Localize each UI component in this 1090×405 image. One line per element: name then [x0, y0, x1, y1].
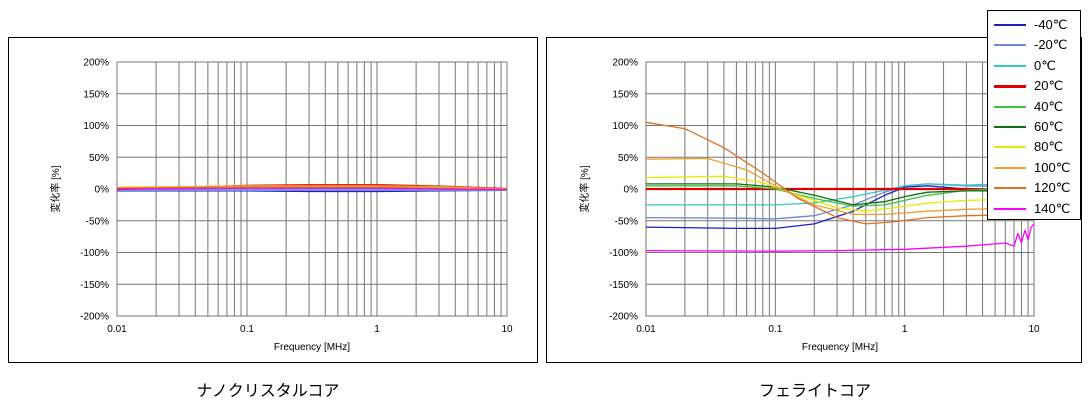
- x-tick-label: 0.01: [636, 324, 656, 335]
- legend-item: -40℃: [994, 15, 1067, 35]
- legend-swatch: [994, 24, 1026, 26]
- series-line-120c: [645, 121, 1035, 225]
- y-tick-label: -100%: [609, 248, 638, 259]
- series-line-60c: [646, 183, 1034, 206]
- legend-label: -20℃: [1034, 37, 1068, 53]
- y-tick-label: 150%: [612, 89, 638, 100]
- legend-item: -20℃: [994, 35, 1067, 55]
- x-tick-label: 1: [902, 324, 908, 335]
- legend-label: 80℃: [1034, 139, 1064, 155]
- series-line: [116, 187, 508, 191]
- legend-swatch: [994, 187, 1026, 190]
- y-tick-label: -150%: [609, 280, 638, 291]
- legend-swatch: [994, 84, 1026, 88]
- legend-swatch: [994, 64, 1026, 67]
- legend-swatch: [994, 105, 1026, 108]
- x-axis-title: Frequency [MHz]: [802, 342, 878, 353]
- y-tick-label: 0%: [624, 185, 639, 196]
- series-line-80c: [645, 175, 1035, 212]
- y-tick-label: 150%: [83, 89, 109, 100]
- legend-swatch: [994, 207, 1026, 210]
- legend-item: 0℃: [994, 56, 1056, 76]
- y-tick-label: -100%: [80, 248, 109, 259]
- legend-item: 60℃: [994, 117, 1063, 137]
- chart-ferrite-core: 0.01 0.1 1 10 200% 150% 100% 50% 0% -50% -100% -150…: [578, 58, 1040, 354]
- y-tick-label: 50%: [89, 153, 109, 164]
- legend-swatch: [994, 166, 1026, 169]
- x-tick-label: 0.01: [107, 324, 127, 335]
- legend-label: 20℃: [1034, 78, 1064, 94]
- legend-swatch: [994, 44, 1026, 47]
- legend-item: 20℃: [994, 76, 1063, 96]
- caption-nanocrystal-core: ナノクリスタルコア: [196, 381, 340, 400]
- y-axis-title: 変化率 [%]: [578, 165, 591, 212]
- x-tick-label: 1: [374, 324, 380, 335]
- series-line: [116, 185, 508, 190]
- legend-label: 0℃: [1034, 57, 1056, 73]
- legend-swatch: [994, 126, 1026, 128]
- series-line-100c: [645, 157, 1035, 216]
- y-tick-label: -50%: [86, 216, 109, 227]
- legend-label: -40℃: [1034, 17, 1068, 32]
- y-axis-title: 変化率 [%]: [49, 165, 62, 212]
- legend-item: 80℃: [994, 137, 1063, 157]
- y-tick-label: -200%: [80, 312, 109, 323]
- y-tick-label: -200%: [609, 312, 638, 323]
- y-tick-label: 100%: [612, 121, 638, 132]
- legend-label: 100℃: [1034, 159, 1071, 175]
- series-line-0c: [646, 181, 1035, 206]
- y-tick-label: 50%: [618, 153, 638, 164]
- x-axis-title: Frequency [MHz]: [274, 342, 350, 353]
- caption-ferrite-core: フェライトコア: [758, 381, 871, 400]
- y-tick-label: 0%: [95, 185, 110, 196]
- legend-label: 40℃: [1034, 98, 1064, 114]
- x-tick-label: 10: [501, 324, 513, 335]
- y-tick-label: 200%: [83, 58, 109, 69]
- legend-item: 40℃: [994, 97, 1063, 117]
- y-tick-label: 200%: [612, 58, 638, 69]
- legend-label: 60℃: [1034, 119, 1064, 134]
- x-tick-label: 10: [1028, 324, 1040, 335]
- legend-item: 100℃: [994, 158, 1070, 178]
- chart-nanocrystal-core: 0.01 0.1 1 10 200% 150% 100% 50% 0% -50% -100% -150…: [49, 58, 513, 354]
- y-tick-label: -150%: [80, 280, 109, 291]
- chart-panel-nanocrystal: 0.01 0.1 1 10 200% 150% 100% 50% 0% -50% -100% -150…: [8, 37, 538, 363]
- y-tick-label: 100%: [83, 121, 109, 132]
- legend-label: 120℃: [1034, 180, 1071, 196]
- legend-item: 120℃: [994, 178, 1070, 198]
- legend-item: 140℃: [994, 199, 1070, 219]
- x-tick-label: 0.1: [768, 324, 782, 335]
- x-tick-label: 0.1: [240, 324, 254, 335]
- series-line-140c: [645, 223, 1035, 252]
- series-line-40c: [646, 185, 1035, 207]
- y-tick-label: -50%: [615, 216, 638, 227]
- chart-legend: -40℃ -20℃ 0℃ 20℃ 40℃ 60℃ 80℃ 100℃ 120℃ 140℃: [987, 10, 1081, 220]
- legend-label: 140℃: [1034, 200, 1071, 216]
- legend-swatch: [994, 146, 1026, 149]
